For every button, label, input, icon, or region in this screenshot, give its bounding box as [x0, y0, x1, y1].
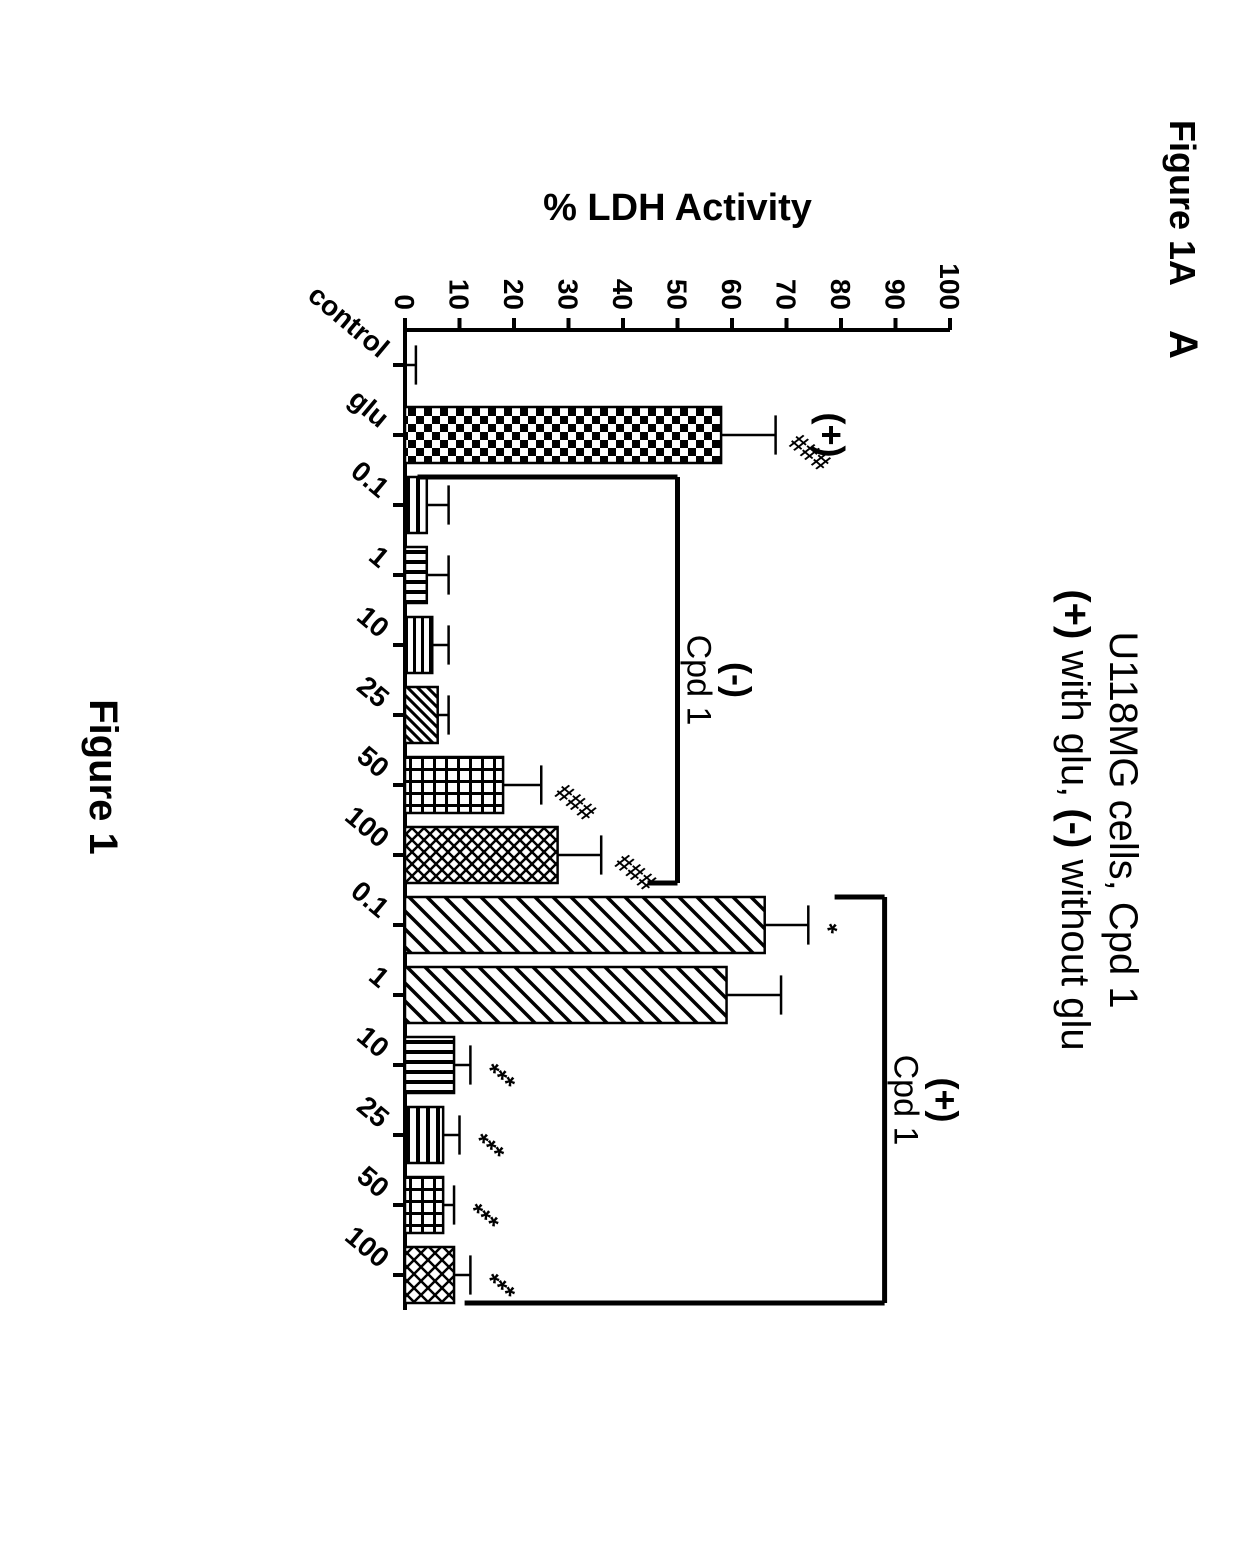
x-tick-label: 100	[339, 800, 395, 854]
y-tick-label: 40	[607, 279, 638, 310]
x-tick-label: 10	[351, 600, 395, 644]
x-tick-label: 10	[351, 1020, 395, 1064]
panel-letter: A	[1161, 330, 1205, 359]
x-tick-label: 0.1	[345, 875, 395, 924]
x-tick-label: 50	[351, 740, 395, 784]
chart-title-line1: U118MG cells, Cpd 1	[1101, 631, 1145, 1008]
plus-left-label: (+)	[811, 413, 852, 458]
x-tick-label: 25	[351, 1090, 395, 1134]
page: 0 10 20 30 40 50 60 70 80 90 100 % LDH Activity cont…	[0, 0, 1240, 1554]
group-plus-label: (+)	[925, 1078, 966, 1123]
y-tick-label: 60	[716, 279, 747, 310]
y-tick-label: 0	[389, 294, 420, 310]
x-tick-label: 0.1	[345, 455, 395, 504]
group-minus-label: (-)	[718, 662, 759, 698]
bar	[405, 897, 765, 953]
bar	[405, 1177, 443, 1233]
y-tick-label: 70	[771, 279, 802, 310]
group-plus-sublabel: Cpd 1	[887, 1055, 925, 1146]
significance-label: ***	[479, 1057, 522, 1100]
y-tick-label: 90	[880, 279, 911, 310]
significance-label: ***	[468, 1127, 511, 1170]
y-axis-label: % LDH Activity	[543, 187, 812, 229]
bar	[405, 687, 438, 743]
y-tick-label: 50	[662, 279, 693, 310]
group-minus-sublabel: Cpd 1	[680, 635, 718, 726]
x-tick-label: 1	[363, 960, 395, 994]
bar	[405, 1037, 454, 1093]
chart-title-line2: (+) with glu, (-) without glu	[1053, 589, 1097, 1050]
figure-label-bottom: Figure 1	[81, 699, 125, 855]
rotated-figure: 0 10 20 30 40 50 60 70 80 90 100 % LDH Activity cont…	[0, 0, 1240, 1554]
y-tick-label: 100	[934, 263, 965, 310]
bar	[405, 477, 427, 533]
x-tick-label: control	[302, 279, 395, 364]
y-tick-label: 10	[444, 279, 475, 310]
bar-chart: 0 10 20 30 40 50 60 70 80 90 100 % LDH Activity cont…	[0, 0, 1240, 1554]
significance-label: ###	[609, 847, 662, 898]
significance-label: ***	[462, 1197, 505, 1240]
bar	[405, 407, 721, 463]
x-tick-label: 100	[339, 1220, 395, 1274]
significance-label: *	[816, 917, 844, 947]
figure-label-top: Figure 1A	[1162, 120, 1203, 286]
x-tick-label: glu	[343, 383, 395, 434]
x-tick-label: 50	[351, 1160, 395, 1204]
bar	[405, 617, 432, 673]
bar	[405, 547, 427, 603]
bar	[405, 757, 503, 813]
x-tick-label: 25	[351, 670, 395, 714]
bar	[405, 1247, 454, 1303]
bar	[405, 1107, 443, 1163]
y-tick-label: 30	[553, 279, 584, 310]
x-tick-label: 1	[363, 540, 395, 574]
significance-label: ###	[549, 777, 602, 828]
bar	[405, 967, 727, 1023]
bar	[405, 827, 558, 883]
y-tick-label: 20	[498, 279, 529, 310]
y-tick-label: 80	[825, 279, 856, 310]
